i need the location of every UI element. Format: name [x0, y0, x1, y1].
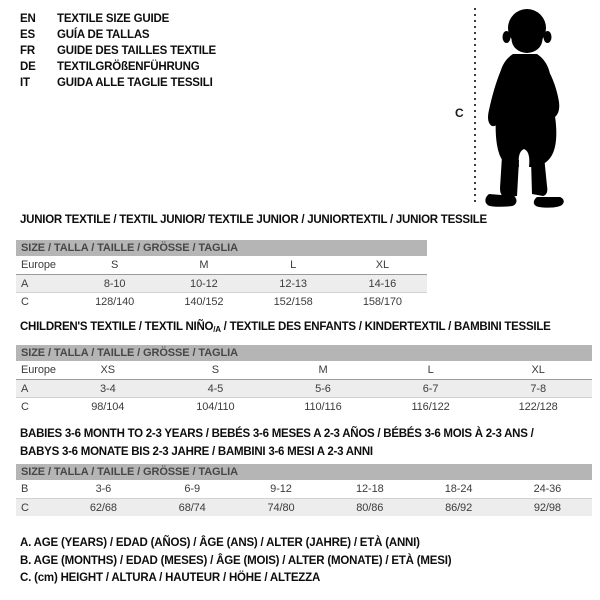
size-cell: S [211, 364, 220, 376]
height-cell: 152/158 [273, 295, 313, 308]
table-row-height: C 128/140 140/152 152/158 158/170 [16, 292, 427, 310]
language-code: IT [20, 77, 30, 89]
row-label: B [21, 483, 29, 495]
table-row-europe: Europe XS S M L XL [16, 361, 592, 379]
age-cell: 5-6 [315, 382, 331, 395]
language-row-en: EN TEXTILE SIZE GUIDE [20, 11, 216, 27]
children-section-title: CHILDREN'S TEXTILE / TEXTIL NIÑO/A / TEX… [20, 321, 551, 336]
age-cell: 6-9 [184, 483, 200, 495]
age-cell: 7-8 [530, 382, 546, 395]
age-cell: 9-12 [270, 483, 292, 495]
height-cell: 140/152 [184, 295, 224, 308]
children-title-subscript: /A [213, 325, 221, 334]
language-row-fr: FR GUIDE DES TAILLES TEXTILE [20, 43, 216, 59]
babies-section-title: BABIES 3-6 MONTH TO 2-3 YEARS / BEBÉS 3-… [20, 426, 534, 461]
size-cell: L [427, 364, 434, 376]
height-cell: 122/128 [518, 400, 558, 413]
babies-title-line2: BABYS 3-6 MONATE BIS 2-3 JAHRE / BAMBINI… [20, 445, 373, 458]
height-cell: 74/80 [267, 501, 295, 514]
age-cell: 12-13 [279, 277, 307, 290]
height-measure-label: C [455, 106, 464, 120]
language-code: FR [20, 45, 35, 57]
children-title-suffix: / TEXTILE DES ENFANTS / KINDERTEXTIL / B… [220, 321, 551, 333]
age-cell: 10-12 [190, 277, 218, 290]
footnote-age-months: B. AGE (MONTHS) / EDAD (MESES) / ÂGE (MO… [20, 554, 452, 567]
table-row-age-months: B 3-6 6-9 9-12 12-18 18-24 24-36 [16, 480, 592, 498]
legend-footnotes: A. AGE (YEARS) / EDAD (AÑOS) / ÂGE (ANS)… [20, 535, 452, 588]
size-cell: L [290, 259, 297, 271]
age-cell: 6-7 [422, 382, 439, 395]
size-cell: XL [375, 259, 389, 271]
size-cell: M [199, 259, 209, 271]
age-cell: 14-16 [368, 277, 397, 290]
age-cell: 24-36 [533, 483, 562, 495]
language-row-de: DE TEXTILGRÖßENFÜHRUNG [20, 59, 216, 75]
footnote-height: C. (cm) HEIGHT / ALTURA / HAUTEUR / HÖHE… [20, 572, 321, 585]
age-cell: 4-5 [207, 382, 224, 395]
height-cell: 98/104 [91, 400, 125, 413]
size-header-bar: SIZE / TALLA / TAILLE / GRÖSSE / TAGLIA [16, 345, 592, 361]
row-label: Europe [21, 364, 56, 376]
height-cell: 86/92 [445, 501, 473, 514]
height-cell: 62/68 [89, 501, 117, 514]
height-cell: 128/140 [95, 295, 135, 308]
table-row-height: C 98/104 104/110 110/116 116/122 122/128 [16, 397, 592, 415]
age-cell: 8-10 [103, 277, 126, 290]
row-label: C [21, 501, 29, 514]
size-header-bar: SIZE / TALLA / TAILLE / GRÖSSE / TAGLIA [16, 464, 592, 480]
guide-title: GUÍA DE TALLAS [57, 29, 150, 41]
age-cell: 12-18 [355, 483, 384, 495]
language-code: EN [20, 13, 36, 25]
row-label: Europe [21, 259, 56, 271]
row-label: C [21, 295, 29, 308]
height-cell: 68/74 [178, 501, 206, 514]
row-label: A [21, 277, 29, 290]
height-dotted-line [474, 8, 476, 206]
language-row-es: ES GUÍA DE TALLAS [20, 27, 216, 43]
age-cell: 3-4 [99, 382, 116, 395]
height-cell: 92/98 [533, 501, 561, 514]
age-cell: 3-6 [95, 483, 112, 495]
children-size-table: SIZE / TALLA / TAILLE / GRÖSSE / TAGLIA … [16, 345, 592, 415]
table-row-age: A 3-4 4-5 5-6 6-7 7-8 [16, 379, 592, 397]
guide-title: GUIDE DES TAILLES TEXTILE [57, 45, 216, 57]
babies-size-table: SIZE / TALLA / TAILLE / GRÖSSE / TAGLIA … [16, 464, 592, 516]
height-cell: 80/86 [356, 501, 384, 514]
height-cell: 116/122 [411, 400, 450, 413]
language-title-list: EN TEXTILE SIZE GUIDE ES GUÍA DE TALLAS … [20, 11, 216, 91]
age-cell: 18-24 [444, 483, 473, 495]
language-code: ES [20, 29, 35, 41]
size-cell: M [318, 364, 328, 376]
junior-section-title: JUNIOR TEXTILE / TEXTIL JUNIOR/ TEXTILE … [20, 214, 487, 226]
guide-title: TEXTILE SIZE GUIDE [57, 13, 170, 25]
table-row-europe: Europe S M L XL [16, 256, 427, 274]
guide-title: TEXTILGRÖßENFÜHRUNG [57, 61, 200, 73]
row-label: C [21, 400, 29, 413]
height-cell: 110/116 [304, 400, 342, 413]
height-cell: 104/110 [196, 400, 235, 413]
table-row-age: A 8-10 10-12 12-13 14-16 [16, 274, 427, 292]
row-label: A [21, 382, 29, 395]
size-cell: XS [100, 364, 116, 376]
guide-title: GUIDA ALLE TAGLIE TESSILI [57, 77, 213, 89]
table-row-height: C 62/68 68/74 74/80 80/86 86/92 92/98 [16, 498, 592, 516]
height-cell: 158/170 [362, 295, 402, 308]
babies-title-line1: BABIES 3-6 MONTH TO 2-3 YEARS / BEBÉS 3-… [20, 428, 534, 440]
size-cell: XL [531, 364, 545, 376]
toddler-silhouette-image [485, 9, 564, 208]
size-cell: S [111, 259, 119, 271]
footnote-age-years: A. AGE (YEARS) / EDAD (AÑOS) / ÂGE (ANS)… [20, 537, 420, 549]
children-title-prefix: CHILDREN'S TEXTILE / TEXTIL NIÑO [20, 321, 214, 333]
size-header-bar: SIZE / TALLA / TAILLE / GRÖSSE / TAGLIA [16, 240, 427, 256]
language-code: DE [20, 61, 36, 73]
junior-size-table: SIZE / TALLA / TAILLE / GRÖSSE / TAGLIA … [16, 240, 427, 310]
language-row-it: IT GUIDA ALLE TAGLIE TESSILI [20, 75, 216, 91]
